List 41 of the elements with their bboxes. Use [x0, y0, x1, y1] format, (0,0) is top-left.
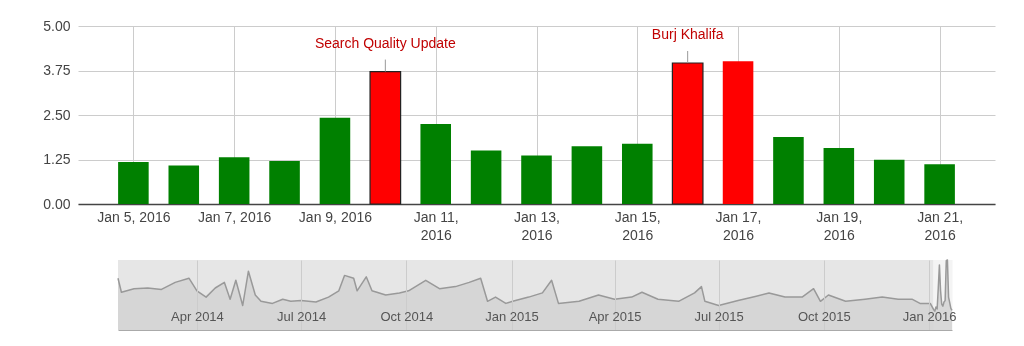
- x-tick-label: Jan 9, 2016: [298, 208, 373, 225]
- bar: [722, 61, 754, 204]
- bar: [319, 117, 351, 204]
- bar: [621, 143, 653, 204]
- bar: [671, 62, 704, 205]
- x-tick-label: Jan 21, 2016: [917, 208, 964, 243]
- x-tick-label: Jan 5, 2016: [97, 208, 171, 225]
- y-tick-label: 2.50: [43, 106, 71, 123]
- annotation: Search Quality Update: [314, 34, 456, 51]
- x-tick-label: Jul 2015: [694, 308, 744, 324]
- bar: [924, 164, 955, 204]
- x-tick-label: Jan 19, 2016: [816, 208, 863, 243]
- x-tick-label: Jan 7, 2016: [198, 208, 272, 225]
- x-tick-label: Jan 2015: [485, 308, 539, 324]
- bar: [420, 123, 452, 204]
- y-tick-label: 3.75: [43, 62, 71, 78]
- bar: [823, 148, 855, 204]
- x-tick-label: Apr 2014: [171, 308, 224, 324]
- x-tick-label: Oct 2015: [797, 308, 851, 324]
- x-tick-label: Jan 17, 2016: [715, 208, 762, 243]
- bar: [521, 155, 552, 204]
- y-tick-label: 5.00: [43, 17, 71, 34]
- x-tick-label: Apr 2015: [588, 308, 642, 324]
- x-tick-label: Oct 2014: [380, 308, 434, 324]
- bar: [168, 165, 200, 204]
- bar: [269, 160, 300, 204]
- bar: [470, 150, 502, 204]
- bar: [118, 161, 149, 204]
- annotation: Burj Khalifa: [651, 26, 724, 43]
- bar: [369, 70, 402, 205]
- x-tick-label: Jan 11, 2016: [413, 208, 459, 243]
- x-tick-label: Jul 2014: [276, 308, 327, 324]
- x-tick-label: Jan 2016: [902, 308, 957, 324]
- bar: [773, 137, 804, 204]
- x-tick-label: Jan 13, 2016: [514, 208, 560, 243]
- bar: [873, 159, 905, 204]
- x-tick-label: Jan 15, 2016: [614, 208, 661, 243]
- bar: [218, 157, 250, 204]
- y-tick-label: 1.25: [43, 151, 71, 167]
- y-tick-label: 0.00: [43, 195, 71, 212]
- bar: [571, 146, 603, 204]
